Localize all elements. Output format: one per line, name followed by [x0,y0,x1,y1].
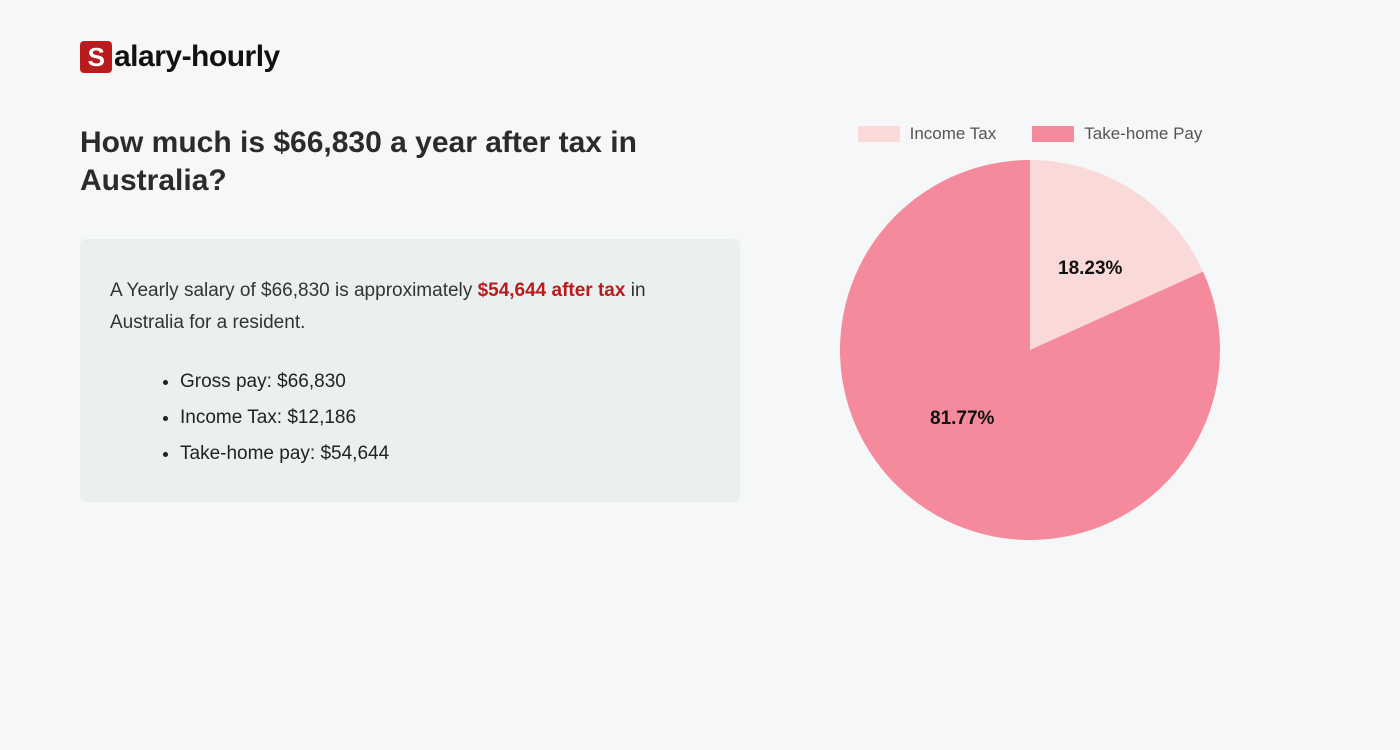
list-item: Income Tax: $12,186 [180,400,710,436]
logo-badge: S [80,41,112,73]
legend-item-income-tax: Income Tax [858,124,997,144]
legend-label: Income Tax [910,124,997,144]
left-column: How much is $66,830 a year after tax in … [80,124,740,540]
legend-item-take-home: Take-home Pay [1032,124,1202,144]
summary-highlight: $54,644 after tax [478,280,626,301]
list-item: Gross pay: $66,830 [180,364,710,400]
legend-swatch [1032,126,1074,142]
summary-text: A Yearly salary of $66,830 is approximat… [110,275,710,340]
logo-text: alary-hourly [114,40,280,74]
pie-svg [840,160,1220,540]
summary-pre: A Yearly salary of $66,830 is approximat… [110,280,478,301]
breakdown-list: Gross pay: $66,830 Income Tax: $12,186 T… [110,364,710,472]
chart-legend: Income Tax Take-home Pay [858,124,1203,144]
info-box: A Yearly salary of $66,830 is approximat… [80,239,740,502]
pie-slice-label-takehome: 81.77% [930,408,994,430]
legend-swatch [858,126,900,142]
pie-chart: 18.23% 81.77% [840,160,1220,540]
pie-slice-label-tax: 18.23% [1058,258,1122,280]
chart-column: Income Tax Take-home Pay 18.23% 81.77% [820,124,1240,540]
list-item: Take-home pay: $54,644 [180,436,710,472]
main-content: How much is $66,830 a year after tax in … [80,124,1320,540]
legend-label: Take-home Pay [1084,124,1202,144]
page-title: How much is $66,830 a year after tax in … [80,124,740,199]
logo: Salary-hourly [80,40,1320,74]
